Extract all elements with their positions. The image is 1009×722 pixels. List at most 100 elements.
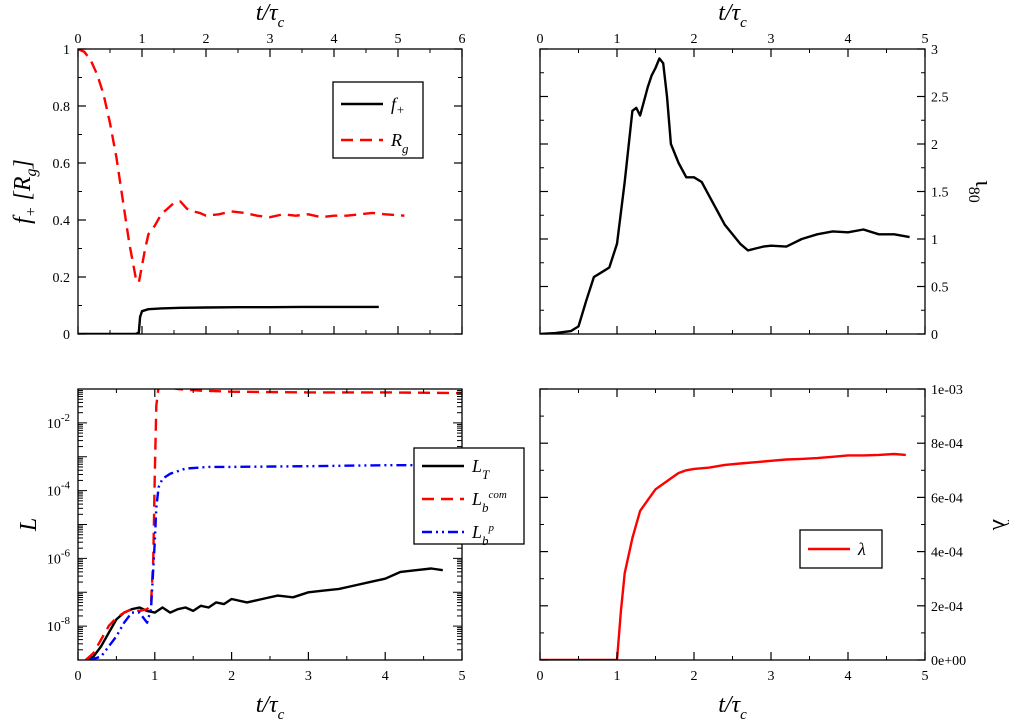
y-tick-exponent: -6 — [61, 547, 71, 559]
legend-label-1: Lbcom — [471, 489, 507, 515]
y-tick-label: 0.6 — [53, 157, 71, 172]
y-axis-title-part: [R — [10, 176, 36, 206]
x-tick-label: 2 — [228, 669, 235, 684]
legend-label-main: R — [390, 130, 402, 150]
y-tick-label: 0.2 — [53, 271, 71, 286]
y-tick-label: 0.8 — [53, 100, 71, 115]
x-axis-title-main: t/τ — [256, 0, 279, 26]
y-tick-label: 0e+00 — [931, 654, 966, 669]
x-axis-title: t/τc — [718, 0, 747, 31]
x-axis-title-sub: c — [278, 707, 285, 722]
x-tick-label: 3 — [267, 32, 274, 47]
y-tick-label: 1.5 — [931, 186, 949, 201]
x-tick-label: 2 — [203, 32, 210, 47]
x-tick-label: 4 — [331, 32, 338, 47]
series-line-0 — [540, 57, 910, 334]
legend: f+ Rg — [332, 81, 424, 159]
y-tick-base: 10 — [47, 552, 61, 567]
series-line-1 — [78, 49, 405, 284]
x-tick-label: 3 — [768, 32, 775, 47]
y-axis-title-part: f — [10, 214, 36, 224]
x-axis-title-main: t/τ — [718, 692, 741, 718]
series-line-2 — [89, 464, 462, 660]
y-tick-exponent: -4 — [61, 480, 71, 492]
legend-box — [332, 81, 424, 159]
y-tick-exponent: -2 — [61, 412, 70, 424]
y-tick-label: 10-6 — [47, 547, 71, 567]
legend-label-sub: g — [402, 141, 409, 156]
x-axis-title-sub: c — [740, 15, 747, 31]
panel-p2: 0 1 2 3 4 5 0 0.5 1 1.5 2 2.5 3 t/τc ι80 — [537, 0, 997, 343]
y-tick-label: 8e-04 — [931, 437, 963, 452]
y-tick-label: 1 — [931, 233, 938, 248]
x-axis-title-main: t/τ — [256, 692, 279, 718]
y-tick-label: 10-4 — [47, 480, 71, 500]
legend-label-2: Lbp — [471, 522, 495, 548]
x-tick-label: 4 — [845, 669, 852, 684]
x-axis-title: t/τc — [718, 692, 747, 722]
y-tick-label: 0.5 — [931, 281, 949, 296]
series-line-0 — [85, 567, 443, 660]
y-tick-base: 10 — [47, 417, 61, 432]
y-tick-label: 0 — [931, 328, 938, 343]
y-tick-label: 10-2 — [47, 412, 70, 432]
y-axis-title: ι80 — [965, 180, 996, 202]
x-tick-label: 0 — [75, 32, 82, 47]
legend-label-sub: b — [482, 500, 489, 515]
y-axis-title-sub: 80 — [965, 187, 982, 203]
x-tick-label: 3 — [305, 669, 312, 684]
y-axis-title: L — [16, 518, 42, 532]
y-tick-exponent: -8 — [61, 615, 71, 627]
x-tick-label: 1 — [139, 32, 146, 47]
series-line-0 — [540, 452, 906, 660]
x-tick-label: 1 — [614, 669, 621, 684]
y-tick-label: 6e-04 — [931, 491, 963, 506]
x-tick-label: 4 — [845, 32, 852, 47]
y-tick-label: 0.4 — [53, 214, 71, 229]
x-tick-label: 0 — [75, 669, 82, 684]
y-tick-base: 10 — [47, 485, 61, 500]
panel-p4: 0 1 2 3 4 50e+00 2e-04 4e-04 6e-04 8e-04 1e-03 t/τc… — [537, 383, 1009, 722]
x-tick-label: 0 — [537, 32, 544, 47]
y-tick-label: 2 — [931, 138, 938, 153]
legend-label-main: L — [471, 456, 482, 476]
series-line-1 — [84, 389, 462, 660]
x-axis-title: t/τc — [256, 0, 285, 31]
legend-label-1: Rg — [390, 130, 409, 156]
x-tick-label: 5 — [459, 669, 466, 684]
y-tick-label: 0 — [63, 328, 70, 343]
y-axis-title-main: ι — [970, 180, 996, 187]
legend-label-0: f+ — [391, 94, 405, 117]
y-tick-label: 2.5 — [931, 91, 949, 106]
x-axis-title: t/τc — [256, 692, 285, 722]
legend-label-sub: T — [482, 467, 490, 482]
legend: λ — [799, 529, 883, 569]
x-axis-title-sub: c — [278, 15, 285, 31]
y-axis-title-part: + — [23, 206, 40, 217]
x-tick-label: 5 — [922, 669, 929, 684]
x-axis-title-main: t/τ — [718, 0, 741, 26]
x-tick-label: 6 — [459, 32, 466, 47]
panel-p1: 0 1 2 3 4 5 600.20.40.60.81t/τcf+ [Rg]f+Rg — [10, 0, 466, 343]
y-tick-label: 4e-04 — [931, 546, 963, 561]
y-tick-base: 10 — [47, 620, 61, 635]
x-tick-label: 5 — [395, 32, 402, 47]
y-axis-title-part: g — [23, 168, 40, 176]
x-tick-label: 1 — [151, 669, 158, 684]
legend-label-sub: + — [396, 102, 405, 117]
x-tick-label: 1 — [614, 32, 621, 47]
x-tick-label: 0 — [537, 669, 544, 684]
legend-label-main: λ — [857, 539, 866, 559]
x-tick-label: 5 — [922, 32, 929, 47]
plot-frame — [539, 388, 926, 661]
legend-label-main: L — [471, 522, 482, 542]
x-tick-label: 2 — [691, 669, 698, 684]
y-axis-title-part: ] — [10, 159, 36, 169]
y-tick-label: 10-8 — [47, 615, 71, 635]
legend-label-0: λ — [857, 539, 866, 559]
series-group — [540, 452, 906, 660]
legend-label-main: f — [391, 94, 399, 114]
